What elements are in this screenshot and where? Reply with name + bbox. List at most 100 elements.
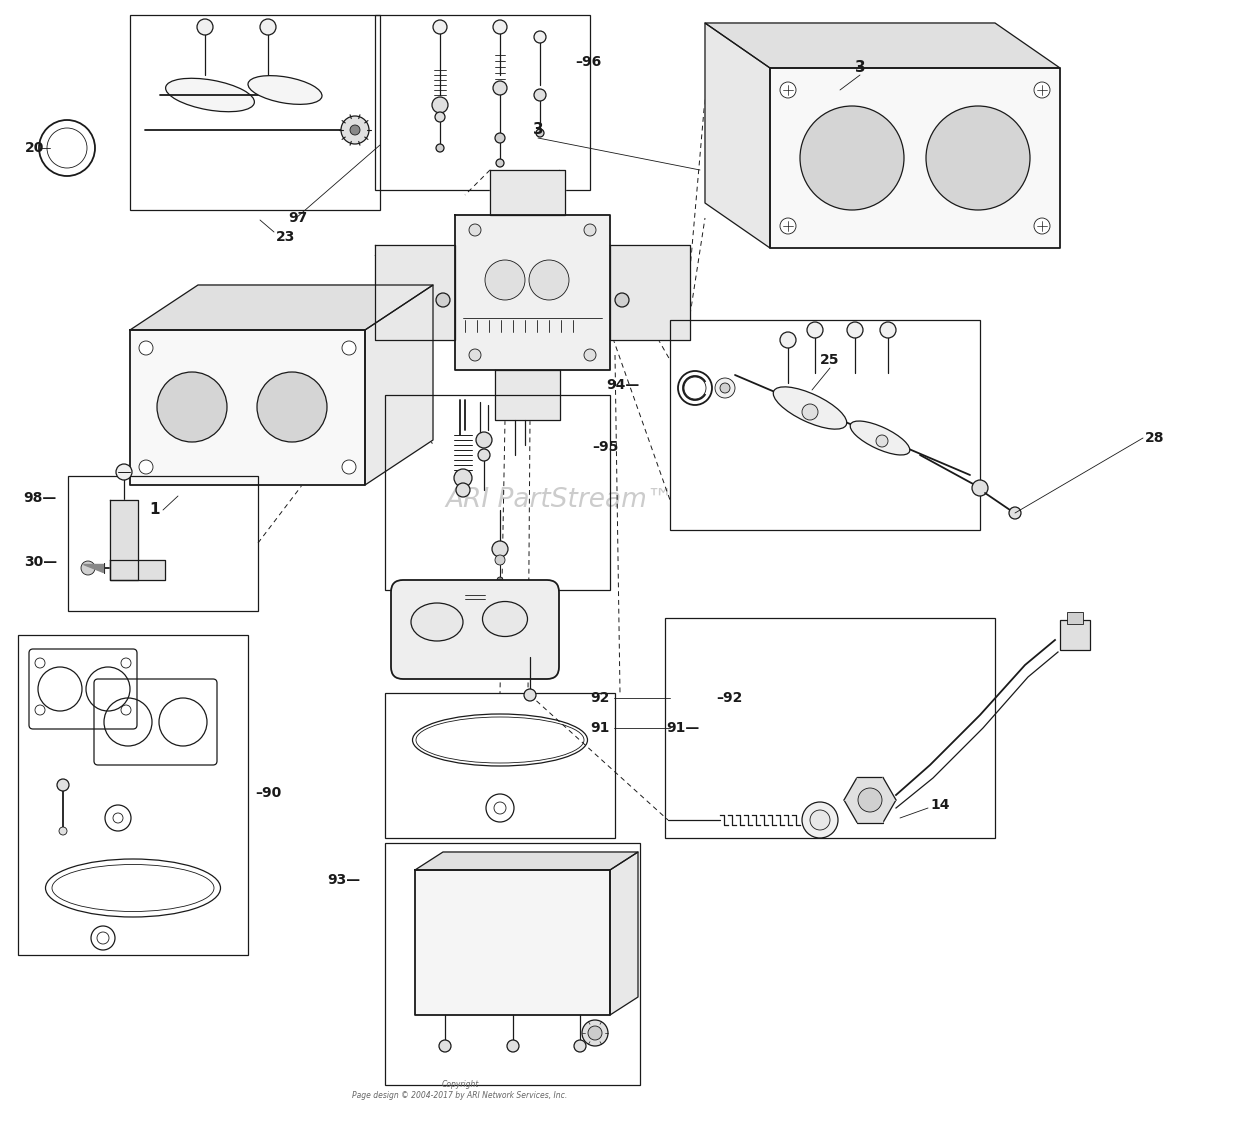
Circle shape: [59, 827, 67, 835]
Polygon shape: [494, 370, 560, 420]
Circle shape: [496, 159, 504, 167]
Bar: [1067, 612, 1083, 624]
Ellipse shape: [411, 603, 463, 641]
Circle shape: [507, 1040, 520, 1051]
Text: –92: –92: [716, 691, 742, 706]
Circle shape: [493, 81, 507, 95]
Circle shape: [437, 144, 444, 152]
Text: 30—: 30—: [24, 554, 57, 569]
Circle shape: [780, 332, 796, 348]
Ellipse shape: [166, 78, 254, 112]
Circle shape: [574, 1040, 586, 1051]
Polygon shape: [610, 852, 638, 1015]
Circle shape: [533, 32, 546, 43]
Polygon shape: [109, 560, 165, 580]
Circle shape: [469, 349, 481, 361]
Circle shape: [584, 224, 596, 236]
Bar: [130, 15, 380, 210]
Circle shape: [469, 224, 481, 236]
Ellipse shape: [774, 387, 847, 429]
Circle shape: [582, 1020, 608, 1046]
Circle shape: [926, 106, 1030, 210]
Circle shape: [530, 260, 569, 300]
FancyBboxPatch shape: [391, 580, 559, 678]
Ellipse shape: [248, 76, 322, 105]
Polygon shape: [857, 778, 883, 800]
Circle shape: [715, 378, 735, 398]
Circle shape: [116, 464, 132, 480]
Circle shape: [497, 577, 503, 583]
Polygon shape: [844, 800, 871, 823]
Circle shape: [780, 218, 796, 234]
Circle shape: [437, 293, 450, 307]
Circle shape: [1034, 218, 1050, 234]
Circle shape: [341, 116, 369, 144]
Circle shape: [478, 449, 491, 461]
Circle shape: [847, 322, 863, 338]
Circle shape: [1034, 82, 1050, 98]
Circle shape: [138, 341, 153, 355]
Polygon shape: [415, 870, 610, 1015]
Circle shape: [972, 480, 988, 496]
Text: 25: 25: [820, 353, 840, 367]
Bar: [1060, 620, 1089, 650]
Circle shape: [525, 689, 536, 701]
Circle shape: [476, 432, 492, 449]
Circle shape: [198, 19, 213, 35]
Polygon shape: [770, 68, 1060, 248]
Polygon shape: [704, 23, 1060, 68]
Circle shape: [803, 802, 838, 838]
Circle shape: [780, 82, 796, 98]
Bar: [385, 843, 640, 1085]
Polygon shape: [704, 23, 770, 248]
Text: –90: –90: [255, 786, 282, 800]
Bar: [68, 476, 258, 611]
Circle shape: [876, 435, 888, 447]
Circle shape: [81, 561, 96, 575]
Circle shape: [720, 383, 730, 393]
Circle shape: [350, 125, 360, 135]
Text: 98—: 98—: [24, 491, 57, 505]
Polygon shape: [375, 245, 455, 340]
Text: 14: 14: [930, 798, 950, 811]
Text: 91—: 91—: [667, 721, 699, 735]
Text: 94—: 94—: [606, 378, 640, 392]
Polygon shape: [491, 170, 565, 215]
Circle shape: [533, 89, 546, 101]
Ellipse shape: [850, 421, 910, 455]
Polygon shape: [83, 564, 103, 573]
Circle shape: [342, 460, 356, 474]
Circle shape: [803, 403, 818, 420]
Bar: [671, 320, 980, 530]
Circle shape: [536, 128, 543, 137]
Ellipse shape: [483, 602, 527, 637]
Circle shape: [454, 469, 472, 487]
Bar: [18, 635, 248, 955]
Circle shape: [810, 810, 830, 829]
Bar: [665, 618, 995, 838]
Text: ARI PartStream™: ARI PartStream™: [445, 487, 674, 513]
Circle shape: [138, 460, 153, 474]
Circle shape: [1009, 507, 1021, 520]
Text: 3: 3: [854, 61, 866, 76]
Text: 28: 28: [1145, 431, 1165, 445]
Circle shape: [493, 20, 507, 34]
Bar: [385, 693, 615, 838]
Text: –96: –96: [575, 55, 601, 69]
Text: 3: 3: [532, 123, 543, 137]
Circle shape: [494, 133, 504, 143]
Circle shape: [615, 293, 629, 307]
Circle shape: [433, 20, 447, 34]
Polygon shape: [610, 245, 689, 340]
Polygon shape: [455, 215, 610, 370]
Circle shape: [57, 779, 69, 791]
Text: 23: 23: [277, 230, 296, 245]
Polygon shape: [844, 778, 871, 800]
Polygon shape: [871, 778, 896, 800]
Polygon shape: [857, 800, 883, 823]
Circle shape: [157, 372, 226, 442]
Circle shape: [439, 1040, 452, 1051]
Circle shape: [435, 112, 445, 122]
Polygon shape: [130, 330, 365, 485]
Circle shape: [431, 97, 448, 113]
